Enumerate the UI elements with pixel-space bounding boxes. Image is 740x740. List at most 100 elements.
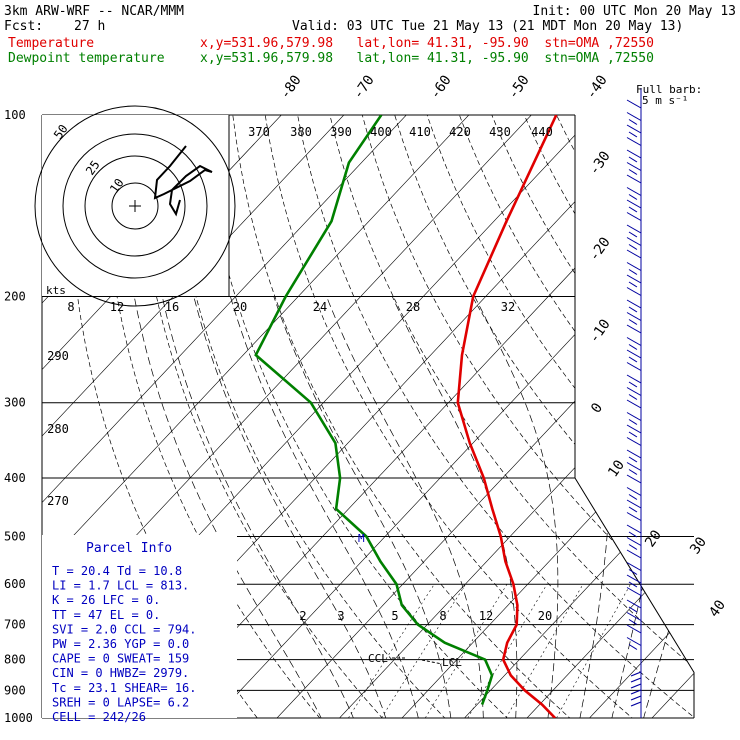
parcel-info-row: Tc = 23.1 SHEAR= 16. xyxy=(52,681,197,695)
moist-adiabat-line xyxy=(161,296,360,718)
wind-barb xyxy=(626,399,642,409)
wind-barb-flag xyxy=(628,544,638,550)
wind-barb-flag xyxy=(628,344,638,350)
wind-barb-flag xyxy=(628,394,638,400)
pressure-label: 600 xyxy=(4,577,26,591)
wind-barb-flag xyxy=(626,299,642,309)
moist-adiabat-line xyxy=(608,296,677,718)
wind-barb-flag xyxy=(626,249,642,259)
isotherm-label: 0 xyxy=(588,400,606,416)
wind-barb xyxy=(626,287,642,296)
wind-barb-flag xyxy=(626,587,642,596)
moist-adiabat-line xyxy=(573,296,610,718)
isotherm-label: -70 xyxy=(350,72,378,102)
hodograph-speed-label: 32 xyxy=(501,300,515,314)
wind-barb-flag xyxy=(628,169,638,175)
wind-barb xyxy=(626,212,642,221)
wind-barb-flag xyxy=(626,524,642,534)
isotherm-label: 30 xyxy=(687,534,710,557)
wind-barb xyxy=(626,162,642,175)
parcel-info-row: TT = 47 EL = 0. xyxy=(52,608,160,622)
parcel-info-row: T = 20.4 Td = 10.8 xyxy=(52,564,182,578)
dry-adiabat-line xyxy=(556,115,694,718)
wind-barb-flag xyxy=(626,362,642,371)
wind-barb-flag xyxy=(628,431,638,438)
dry-adiabat-line xyxy=(718,115,740,731)
wind-barb-flag xyxy=(626,574,642,584)
plot-frame xyxy=(574,115,695,718)
level-mark: M xyxy=(358,532,365,545)
wind-barb-flag xyxy=(626,612,642,621)
wind-barb-flag xyxy=(626,149,642,159)
mixing-ratio-line xyxy=(505,584,584,718)
wind-barb xyxy=(626,512,642,521)
temperature-profile xyxy=(456,115,558,718)
wind-barb-flag xyxy=(628,244,638,250)
parcel-info-box xyxy=(42,535,237,718)
wind-barb xyxy=(626,137,642,146)
theta-label: 420 xyxy=(449,125,471,139)
isotherm-line xyxy=(214,115,694,718)
wind-barb xyxy=(626,99,642,109)
parcel-info-row: SREH = 0 LAPSE= 6.2 xyxy=(52,695,189,709)
isotherm-line xyxy=(276,115,694,718)
wind-barb xyxy=(626,374,642,388)
wind-barb-flag xyxy=(628,469,638,475)
wind-barb xyxy=(626,387,642,400)
wind-barb-flag xyxy=(628,156,638,163)
wind-barb xyxy=(626,474,642,484)
wind-barb xyxy=(626,262,642,275)
wind-barb xyxy=(626,437,642,446)
mixing-ratio-label: 8 xyxy=(439,609,446,623)
wind-barb xyxy=(626,324,642,334)
wind-barb-flag xyxy=(628,581,638,588)
wind-barb-flag xyxy=(626,262,642,271)
theta-label: 370 xyxy=(248,125,270,139)
hodograph-speed-label: 20 xyxy=(233,300,247,314)
mixing-ratio-label: 12 xyxy=(479,609,493,623)
parcel-info-row: LI = 1.7 LCL = 813. xyxy=(52,579,189,593)
wind-barb-flag xyxy=(626,224,642,234)
wind-barb-flag xyxy=(626,499,642,509)
wind-barb-flag xyxy=(628,569,638,575)
hodograph-speed-label: 8 xyxy=(67,300,74,314)
wind-barb-flag xyxy=(628,356,638,363)
pressure-label: 200 xyxy=(4,290,26,304)
wind-barb-flag xyxy=(626,412,642,421)
wind-barb-flag xyxy=(628,319,638,325)
wind-barb-flag xyxy=(630,671,642,677)
wind-barb xyxy=(626,299,642,313)
wind-barb-flag xyxy=(626,199,642,209)
moist-adiabat-line xyxy=(133,296,328,718)
dewpoint-profile xyxy=(254,115,494,706)
isotherm-label: -30 xyxy=(586,148,614,178)
hodograph-speed-label: 12 xyxy=(110,300,124,314)
wind-barb xyxy=(626,562,642,575)
wind-barb-flag xyxy=(626,237,642,246)
isotherm-line xyxy=(42,115,345,718)
init-time: Init: 00 UTC Mon 20 May 13 xyxy=(532,4,737,19)
wind-barb xyxy=(626,224,642,238)
wind-barb xyxy=(626,349,642,363)
wind-barb-flag xyxy=(630,701,642,707)
wind-barb xyxy=(626,337,642,350)
wind-barb-flag xyxy=(630,683,642,689)
hodograph-speed-label: 28 xyxy=(406,300,420,314)
isotherm-line xyxy=(526,115,694,718)
isotherm-line xyxy=(715,115,740,718)
wind-barb-flag xyxy=(628,194,638,200)
wind-barb-flag xyxy=(628,419,638,425)
lcl-dash xyxy=(421,659,443,665)
wind-barb-flag xyxy=(626,162,642,171)
wind-barb xyxy=(626,587,642,596)
wind-barb-flag xyxy=(626,99,642,109)
isotherm-label: -60 xyxy=(427,72,455,102)
wind-barb xyxy=(626,174,642,184)
isotherm-line xyxy=(339,115,694,718)
wind-barb xyxy=(626,249,642,259)
parcel-info-row: K = 26 LFC = 0. xyxy=(52,593,160,607)
hodograph-ring xyxy=(111,182,159,230)
dry-adiabat-line xyxy=(329,115,694,718)
hodograph-speed-label: 16 xyxy=(165,300,179,314)
